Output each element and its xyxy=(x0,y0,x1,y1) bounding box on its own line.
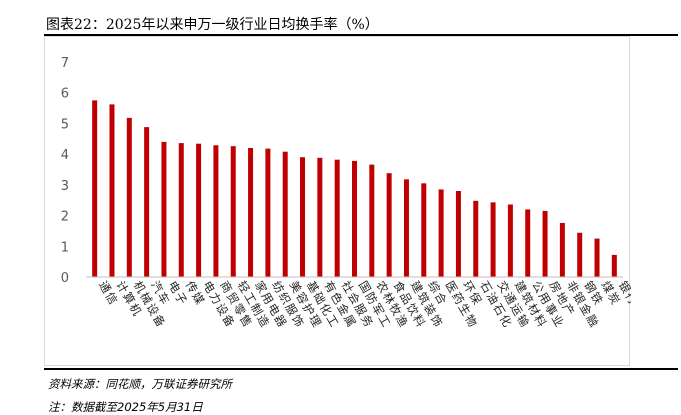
bar xyxy=(403,179,409,277)
bar xyxy=(352,160,357,277)
bar xyxy=(369,164,375,277)
bar xyxy=(282,151,288,277)
y-tick-label: 5 xyxy=(61,117,69,132)
bar xyxy=(386,173,392,277)
chart-frame: 0 1 2 3 4 5 6 7 通信 计算机 机械设备 汽车 电子 传媒 电力设备 商贸零售 轻工制造 家用电器纺… xyxy=(44,36,631,366)
note-text: 注：数据截至2025年5月31日 xyxy=(48,400,203,414)
bar xyxy=(421,183,427,277)
bar xyxy=(542,210,548,277)
bar xyxy=(161,141,167,277)
bar xyxy=(196,143,202,277)
y-tick-label: 4 xyxy=(61,148,69,163)
y-tick-label: 0 xyxy=(61,271,69,286)
bar xyxy=(144,127,150,277)
bar xyxy=(92,100,98,277)
bar xyxy=(109,104,115,277)
y-tick-label: 7 xyxy=(61,56,69,71)
y-tick-label: 2 xyxy=(61,210,69,225)
bar xyxy=(577,232,583,277)
y-tick-label: 6 xyxy=(61,87,69,102)
bar xyxy=(559,222,565,277)
y-tick-label: 3 xyxy=(61,179,69,194)
bar xyxy=(230,146,236,277)
bar xyxy=(334,159,340,277)
bar xyxy=(611,254,617,277)
source-text: 资料来源：同花顺，万联证券研究所 xyxy=(48,377,232,391)
bar xyxy=(265,148,271,277)
bar xyxy=(438,189,444,277)
bar xyxy=(248,148,254,277)
bar xyxy=(178,143,184,277)
bar xyxy=(594,238,600,277)
bar xyxy=(126,117,132,278)
y-tick-label: 1 xyxy=(61,240,69,255)
bar xyxy=(213,145,219,277)
bar-chart: 01234567通信计算机机械设备汽车电子传媒电力设备商贸零售轻工制造家用电器纺… xyxy=(61,56,631,331)
bar xyxy=(300,157,306,277)
title-bar: 图表22：2025年以来申万一级行业日均换手率（%） xyxy=(44,8,678,36)
bottom-rule xyxy=(44,368,678,370)
bar xyxy=(473,200,479,277)
bar xyxy=(455,191,461,277)
bar xyxy=(490,202,496,277)
bar xyxy=(317,157,323,277)
bar xyxy=(507,204,513,277)
bar xyxy=(525,209,531,277)
chart-title: 图表22：2025年以来申万一级行业日均换手率（%） xyxy=(46,17,379,33)
